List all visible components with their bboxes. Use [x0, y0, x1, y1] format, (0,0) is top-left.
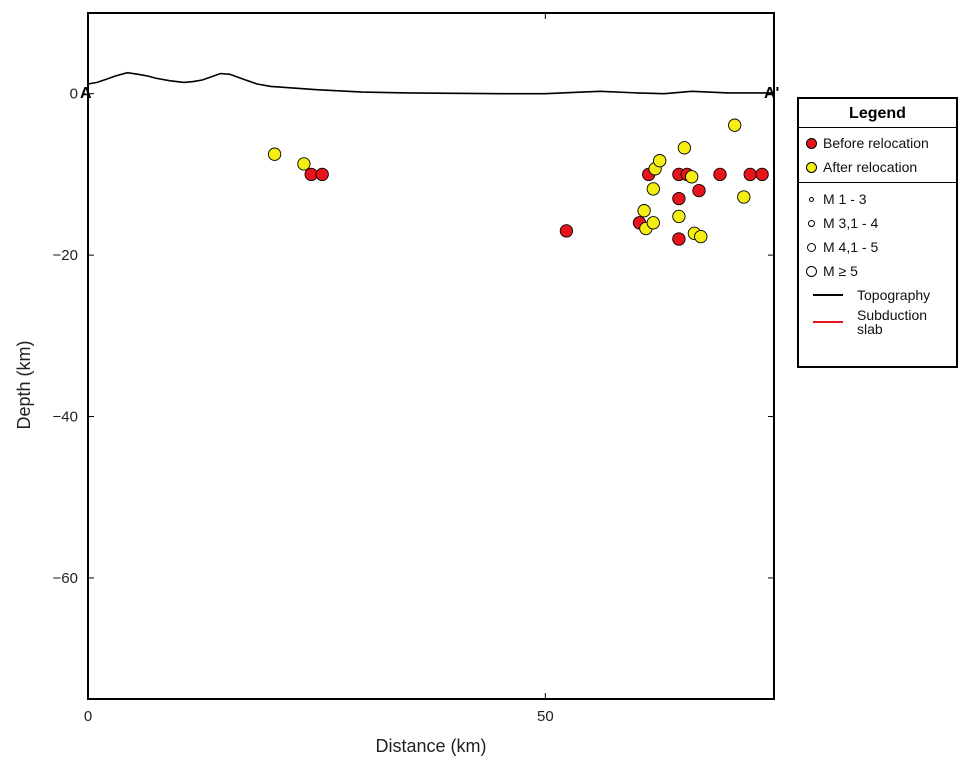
- point-before-relocation: [559, 224, 574, 238]
- y-tick-label: −40: [53, 409, 78, 426]
- profile-end-label: A': [764, 85, 779, 102]
- y-tick-label: −60: [53, 570, 78, 587]
- point-after-relocation: [685, 170, 699, 184]
- point-before-relocation: [692, 183, 706, 198]
- legend-line-subduction: Subduction slab: [799, 307, 956, 337]
- point-before-relocation: [672, 191, 686, 206]
- x-axis-ticks: 0 50: [84, 13, 554, 725]
- point-after-relocation: [646, 216, 660, 230]
- magnitude-xs-icon: [808, 196, 814, 202]
- legend-line-label-topography: Topography: [857, 287, 931, 303]
- yellow-dot-icon: [805, 161, 817, 173]
- earthquake-points: [267, 118, 769, 246]
- legend-entry-after-relocation: After relocation: [799, 155, 956, 179]
- legend-magnitude-3: M 4,1 - 5: [799, 235, 956, 259]
- legend-mag-label-3: M 4,1 - 5: [823, 239, 879, 255]
- point-after-relocation: [646, 182, 660, 196]
- legend-divider: [799, 182, 956, 183]
- y-axis-title: Depth (km): [14, 340, 34, 429]
- y-tick-label: −20: [53, 247, 78, 264]
- legend-line-topography: Topography: [799, 283, 956, 307]
- legend-magnitude-1: M 1 - 3: [799, 187, 956, 211]
- x-axis-title: Distance (km): [375, 736, 486, 756]
- legend-entry-before-relocation: Before relocation: [799, 131, 956, 155]
- legend-box: Legend Before relocation After relocatio…: [797, 97, 958, 368]
- point-after-relocation: [728, 118, 742, 132]
- y-tick-label: 0: [70, 86, 78, 103]
- point-after-relocation: [737, 190, 751, 204]
- red-dot-icon: [805, 137, 817, 149]
- point-before-relocation: [304, 167, 318, 182]
- magnitude-s-icon: [807, 219, 815, 227]
- point-before-relocation: [743, 167, 757, 182]
- point-after-relocation: [672, 209, 686, 224]
- point-after-relocation: [637, 204, 651, 218]
- point-before-relocation: [315, 167, 329, 182]
- topography-line: [87, 71, 774, 95]
- point-after-relocation: [694, 229, 708, 244]
- magnitude-m-icon: [806, 242, 816, 252]
- point-after-relocation: [297, 157, 311, 171]
- x-tick-label: 0: [84, 708, 92, 725]
- point-before-relocation: [755, 167, 769, 182]
- legend-magnitude-4: M ≥ 5: [799, 259, 956, 283]
- legend-magnitude-2: M 3,1 - 4: [799, 211, 956, 235]
- legend-mag-label-2: M 3,1 - 4: [823, 215, 879, 231]
- legend-mag-label-1: M 1 - 3: [823, 191, 867, 207]
- legend-title: Legend: [799, 99, 956, 128]
- point-before-relocation: [672, 232, 686, 246]
- profile-start-label: A: [80, 85, 92, 102]
- red-line-icon: [813, 321, 843, 323]
- magnitude-l-icon: [805, 265, 817, 277]
- legend-mag-label-4: M ≥ 5: [823, 263, 858, 279]
- point-before-relocation: [713, 167, 727, 182]
- x-tick-label: 50: [537, 708, 554, 725]
- black-line-icon: [813, 294, 843, 296]
- point-after-relocation: [267, 147, 282, 161]
- legend-label-after: After relocation: [823, 159, 918, 175]
- plot-frame: [87, 12, 775, 700]
- y-axis-ticks: 0 −20 −40 −60: [53, 86, 774, 587]
- legend-line-label-subduction: Subduction slab: [857, 307, 928, 337]
- point-after-relocation: [677, 141, 692, 155]
- point-after-relocation: [653, 154, 667, 168]
- legend-label-before: Before relocation: [823, 135, 929, 151]
